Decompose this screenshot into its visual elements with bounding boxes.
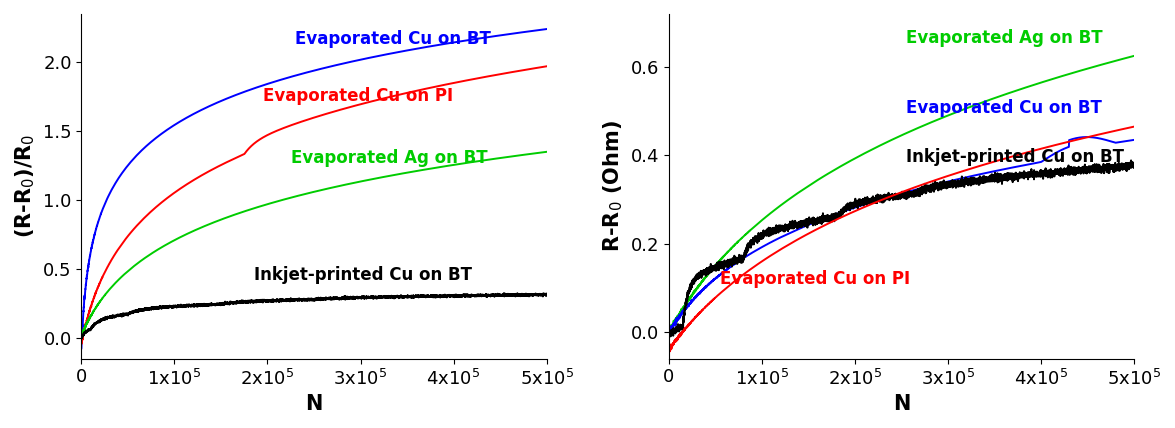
Text: Inkjet-printed Cu on BT: Inkjet-printed Cu on BT <box>906 148 1124 166</box>
Y-axis label: R-R$_0$ (Ohm): R-R$_0$ (Ohm) <box>602 120 625 252</box>
X-axis label: N: N <box>893 394 911 414</box>
Text: Evaporated Cu on BT: Evaporated Cu on BT <box>906 99 1102 117</box>
X-axis label: N: N <box>306 394 323 414</box>
Text: Evaporated Ag on BT: Evaporated Ag on BT <box>290 149 488 167</box>
Text: Inkjet-printed Cu on BT: Inkjet-printed Cu on BT <box>254 266 471 284</box>
Text: Evaporated Ag on BT: Evaporated Ag on BT <box>906 29 1102 47</box>
Text: Evaporated Cu on PI: Evaporated Cu on PI <box>720 270 911 288</box>
Y-axis label: (R-R$_0$)/R$_0$: (R-R$_0$)/R$_0$ <box>14 134 38 238</box>
Text: Evaporated Cu on PI: Evaporated Cu on PI <box>263 87 452 105</box>
Text: Evaporated Cu on BT: Evaporated Cu on BT <box>295 30 491 48</box>
